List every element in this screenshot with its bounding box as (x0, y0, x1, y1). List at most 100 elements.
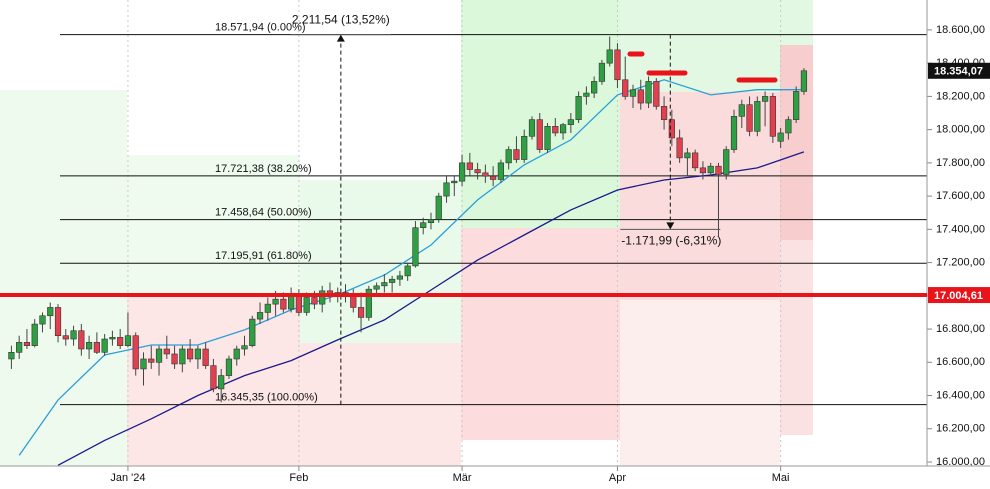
x-tick-label: Feb (289, 472, 308, 484)
candle-body (47, 307, 54, 317)
candle-body (761, 96, 769, 102)
candle-body (497, 162, 505, 180)
candle-body (692, 152, 699, 169)
x-tick-label: Jan '24 (110, 472, 145, 484)
price-label: 17.004,61 (934, 290, 983, 302)
candle-body (264, 303, 271, 313)
candle-body (233, 348, 240, 360)
y-tick-label: 18.000,00 (936, 124, 985, 136)
candle-body (490, 175, 497, 180)
y-tick-label: 16.600,00 (936, 356, 985, 368)
candle-body (8, 352, 15, 360)
fib-label: 17.458,64 (50.00%) (215, 207, 312, 219)
candle-body (536, 119, 543, 150)
candle-body (280, 298, 287, 310)
candle-body (544, 126, 551, 150)
moving-average (18, 79, 804, 456)
candle-body (738, 104, 745, 117)
candle-body (653, 81, 660, 107)
candle-body (187, 348, 194, 360)
candle-body (163, 348, 170, 355)
candle-body (668, 119, 675, 139)
measure-arrow (666, 222, 675, 230)
candle-body (777, 132, 784, 142)
candle-body (194, 348, 201, 360)
candle-body (420, 222, 427, 228)
candle-body (101, 338, 108, 353)
candle-body (365, 288, 372, 318)
zone (780, 240, 813, 435)
candle-body (256, 312, 264, 320)
zone (127, 155, 300, 297)
candle-body (218, 375, 225, 390)
zone (461, 228, 620, 440)
candle-body (435, 195, 442, 220)
candle-body (70, 330, 77, 340)
candle-body (645, 81, 652, 104)
price-box (928, 287, 990, 304)
candle-body (109, 337, 116, 340)
y-tick-label: 17.600,00 (936, 190, 985, 202)
candle-body (124, 335, 132, 346)
measure-label: -1.171,99 (-6,31%) (621, 234, 721, 248)
candle-body (598, 62, 606, 82)
price-label: 18.354,07 (934, 66, 983, 78)
candle-body (583, 92, 590, 97)
candle-body (62, 335, 69, 340)
candle-body (754, 101, 761, 132)
candle-body (148, 358, 155, 363)
candle-body (785, 119, 792, 134)
candle-body (31, 323, 38, 346)
candle-body (404, 265, 411, 277)
candle-body (427, 219, 435, 223)
candle-body (155, 348, 163, 363)
candle-body (466, 162, 473, 170)
candle-body (637, 89, 644, 104)
candle-body (474, 169, 481, 174)
candle-body (746, 104, 753, 132)
candle-body (513, 149, 520, 160)
candle-body (295, 295, 302, 313)
candle-body (699, 167, 707, 174)
candle-body (78, 330, 85, 350)
candle-body (614, 49, 621, 81)
x-tick-label: Mär (453, 472, 472, 484)
candle-body (521, 135, 528, 160)
candle-body (225, 358, 233, 376)
candle-body (16, 342, 23, 353)
measure-label: 2.211,54 (13,52%) (292, 13, 390, 27)
candle-body (715, 165, 722, 175)
candle-body (396, 275, 404, 280)
candle-body (179, 348, 186, 365)
candle-body (800, 70, 808, 92)
candle-body (606, 49, 613, 64)
fib-label: 17.195,91 (61.80%) (215, 250, 312, 262)
candle-body (132, 335, 139, 370)
candle-body (140, 358, 147, 370)
candle-body (381, 282, 388, 287)
candle-body (412, 227, 419, 267)
candle-body (676, 137, 683, 159)
zone (620, 300, 780, 466)
zone (620, 92, 780, 300)
candle-body (303, 297, 310, 313)
y-tick-label: 16.400,00 (936, 389, 985, 401)
y-tick-label: 16.800,00 (936, 323, 985, 335)
candle-body (575, 96, 582, 120)
candle-body (210, 365, 217, 390)
candle-body (39, 315, 46, 325)
candle-body (373, 285, 380, 290)
candle-body (559, 124, 567, 134)
measure-arrow (336, 34, 345, 42)
y-tick-label: 16.000,00 (936, 456, 985, 468)
candle-body (249, 318, 256, 346)
candle-body (23, 342, 31, 346)
candle-body (451, 180, 458, 184)
candle-body (684, 152, 691, 159)
candle-body (443, 182, 450, 197)
candle-body (660, 106, 668, 120)
zone (0, 90, 127, 466)
candle-body (482, 172, 489, 177)
